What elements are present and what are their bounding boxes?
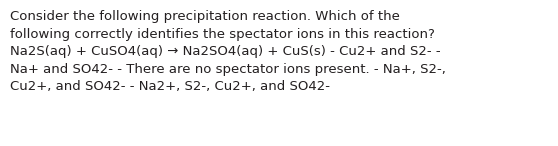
Text: Consider the following precipitation reaction. Which of the
following correctly : Consider the following precipitation rea… — [10, 10, 446, 93]
